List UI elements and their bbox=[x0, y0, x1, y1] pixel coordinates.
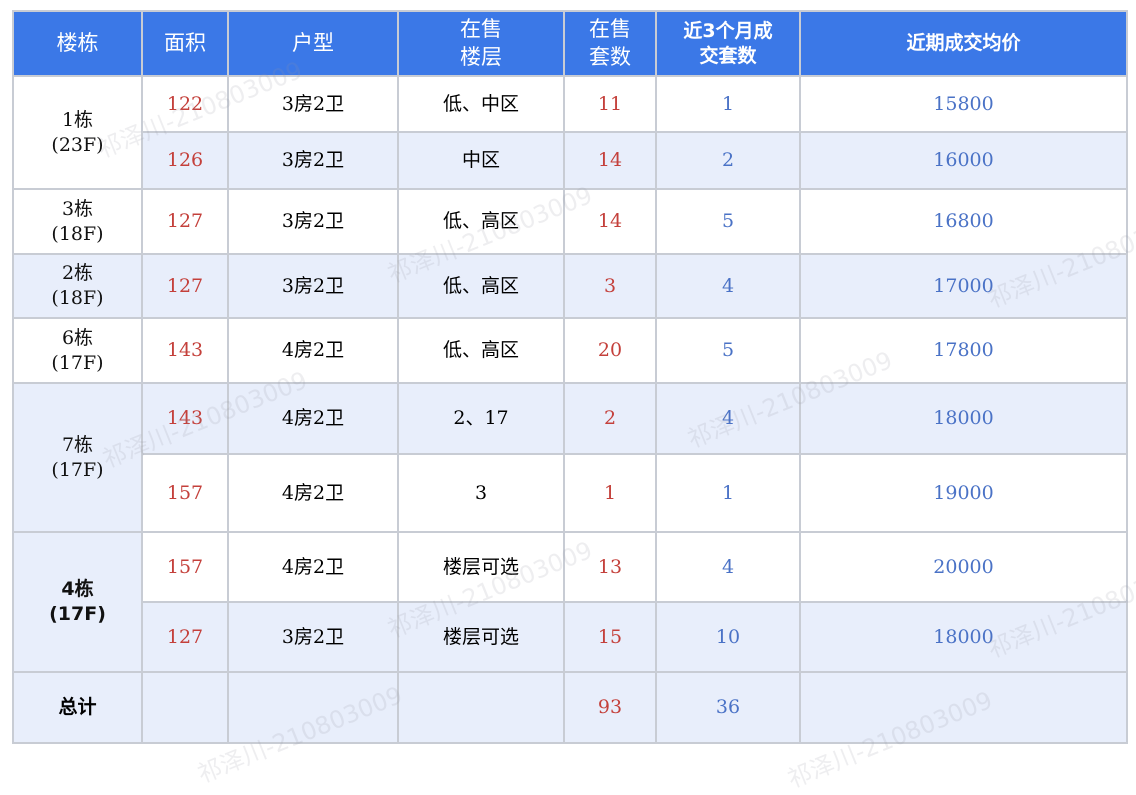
table-row: 157 4房2卫 3 1 1 19000 bbox=[13, 453, 1128, 533]
area-cell: 127 bbox=[141, 601, 229, 673]
building-name: 7栋 bbox=[61, 433, 94, 456]
empty-cell bbox=[141, 671, 229, 744]
table-row: 2栋 (18F) 127 3房2卫 低、高区 3 4 17000 bbox=[12, 253, 1128, 319]
avg-price-cell: 20000 bbox=[799, 531, 1128, 603]
unit-type-cell: 3房2卫 bbox=[227, 131, 399, 190]
building-name: 2栋 bbox=[61, 262, 94, 285]
building-floors: (18F) bbox=[51, 287, 104, 309]
building-cell: 1栋 (23F) bbox=[12, 75, 143, 190]
unit-type-cell: 3房2卫 bbox=[227, 188, 399, 255]
table-row: 1栋 (23F) 122 3房2卫 低、中区 11 1 15800 bbox=[12, 75, 1128, 190]
building-floors: (17F) bbox=[49, 603, 106, 625]
column-header: 近期成交均价 bbox=[799, 10, 1128, 77]
empty-cell bbox=[227, 671, 399, 744]
sold-count-cell: 5 bbox=[655, 188, 801, 255]
column-header: 楼栋 bbox=[12, 10, 143, 77]
on-sale-count-cell: 11 bbox=[563, 75, 657, 133]
on-sale-count-cell: 15 bbox=[563, 601, 657, 673]
building-name: 3栋 bbox=[61, 197, 94, 220]
table-row: 6栋 (17F) 143 4房2卫 低、高区 20 5 17800 bbox=[12, 317, 1128, 384]
area-cell: 127 bbox=[141, 253, 229, 319]
floor-cell: 低、中区 bbox=[397, 75, 565, 133]
total-sold: 36 bbox=[655, 671, 801, 744]
avg-price-cell: 17000 bbox=[799, 253, 1128, 319]
building-cell: 7栋 (17F) bbox=[12, 382, 143, 533]
on-sale-count-cell: 1 bbox=[563, 453, 657, 533]
avg-price-cell: 18000 bbox=[799, 382, 1128, 455]
sold-count-cell: 1 bbox=[655, 453, 801, 533]
area-cell: 157 bbox=[141, 453, 229, 533]
area-cell: 127 bbox=[141, 188, 229, 255]
avg-price-cell: 17800 bbox=[799, 317, 1128, 384]
area-cell: 157 bbox=[141, 531, 229, 603]
column-header: 户型 bbox=[227, 10, 399, 77]
floor-cell: 楼层可选 bbox=[397, 601, 565, 673]
area-cell: 143 bbox=[141, 382, 229, 455]
sold-count-cell: 5 bbox=[655, 317, 801, 384]
sold-count-cell: 1 bbox=[655, 75, 801, 133]
header-row: 楼栋 面积 户型 在售 楼层 在售 套数 近3个月成 交套数 近期成交均价 bbox=[12, 10, 1128, 77]
on-sale-count-cell: 14 bbox=[563, 131, 657, 190]
sold-count-cell: 4 bbox=[655, 531, 801, 603]
unit-type-cell: 3房2卫 bbox=[227, 601, 399, 673]
floor-cell: 3 bbox=[397, 453, 565, 533]
table-row: 126 3房2卫 中区 14 2 16000 bbox=[13, 131, 1128, 190]
empty-cell bbox=[799, 671, 1128, 744]
on-sale-count-cell: 20 bbox=[563, 317, 657, 384]
building-floors: (23F) bbox=[51, 133, 104, 156]
building-cell: 4栋 (17F) bbox=[12, 531, 143, 673]
table-row: 4栋 (17F) 157 4房2卫 楼层可选 13 4 20000 bbox=[12, 531, 1128, 673]
building-cell: 3栋 (18F) bbox=[12, 188, 143, 255]
on-sale-count-cell: 3 bbox=[563, 253, 657, 319]
building-floors: (17F) bbox=[51, 458, 104, 481]
sold-count-cell: 10 bbox=[655, 601, 801, 673]
sold-count-cell: 4 bbox=[655, 253, 801, 319]
floor-cell: 低、高区 bbox=[397, 317, 565, 384]
building-name: 6栋 bbox=[61, 326, 94, 349]
floor-cell: 中区 bbox=[397, 131, 565, 190]
unit-type-cell: 4房2卫 bbox=[227, 453, 399, 533]
unit-type-cell: 4房2卫 bbox=[227, 317, 399, 384]
avg-price-cell: 16800 bbox=[799, 188, 1128, 255]
column-header: 近3个月成 交套数 bbox=[655, 10, 801, 77]
column-header: 在售 楼层 bbox=[397, 10, 565, 77]
building-name: 4栋 bbox=[61, 578, 94, 601]
avg-price-cell: 19000 bbox=[799, 453, 1128, 533]
unit-type-cell: 3房2卫 bbox=[227, 75, 399, 133]
avg-price-cell: 18000 bbox=[799, 601, 1128, 673]
area-cell: 143 bbox=[141, 317, 229, 384]
building-floors: (17F) bbox=[51, 351, 104, 374]
total-on-sale: 93 bbox=[563, 671, 657, 744]
table-row: 3栋 (18F) 127 3房2卫 低、高区 14 5 16800 bbox=[12, 188, 1128, 255]
table-row: 7栋 (17F) 143 4房2卫 2、17 2 4 18000 bbox=[12, 382, 1128, 533]
column-header: 面积 bbox=[141, 10, 229, 77]
on-sale-count-cell: 14 bbox=[563, 188, 657, 255]
total-row: 总计 93 36 bbox=[12, 671, 1128, 744]
unit-type-cell: 3房2卫 bbox=[227, 253, 399, 319]
area-cell: 126 bbox=[141, 131, 229, 190]
total-label: 总计 bbox=[12, 671, 143, 744]
sold-count-cell: 2 bbox=[655, 131, 801, 190]
column-header: 在售 套数 bbox=[563, 10, 657, 77]
table-row: 127 3房2卫 楼层可选 15 10 18000 bbox=[13, 601, 1128, 673]
sold-count-cell: 4 bbox=[655, 382, 801, 455]
sales-table: 楼栋 面积 户型 在售 楼层 在售 套数 近3个月成 交套数 近期成交均价 1栋 (23F) 1… bbox=[12, 10, 1128, 744]
area-cell: 122 bbox=[141, 75, 229, 133]
building-floors: (18F) bbox=[51, 222, 104, 245]
on-sale-count-cell: 13 bbox=[563, 531, 657, 603]
floor-cell: 低、高区 bbox=[397, 188, 565, 255]
floor-cell: 2、17 bbox=[397, 382, 565, 455]
avg-price-cell: 16000 bbox=[799, 131, 1128, 190]
floor-cell: 低、高区 bbox=[397, 253, 565, 319]
unit-type-cell: 4房2卫 bbox=[227, 382, 399, 455]
avg-price-cell: 15800 bbox=[799, 75, 1128, 133]
on-sale-count-cell: 2 bbox=[563, 382, 657, 455]
empty-cell bbox=[397, 671, 565, 744]
floor-cell: 楼层可选 bbox=[397, 531, 565, 603]
unit-type-cell: 4房2卫 bbox=[227, 531, 399, 603]
building-cell: 2栋 (18F) bbox=[12, 253, 143, 319]
building-cell: 6栋 (17F) bbox=[12, 317, 143, 384]
building-name: 1栋 bbox=[61, 108, 94, 131]
